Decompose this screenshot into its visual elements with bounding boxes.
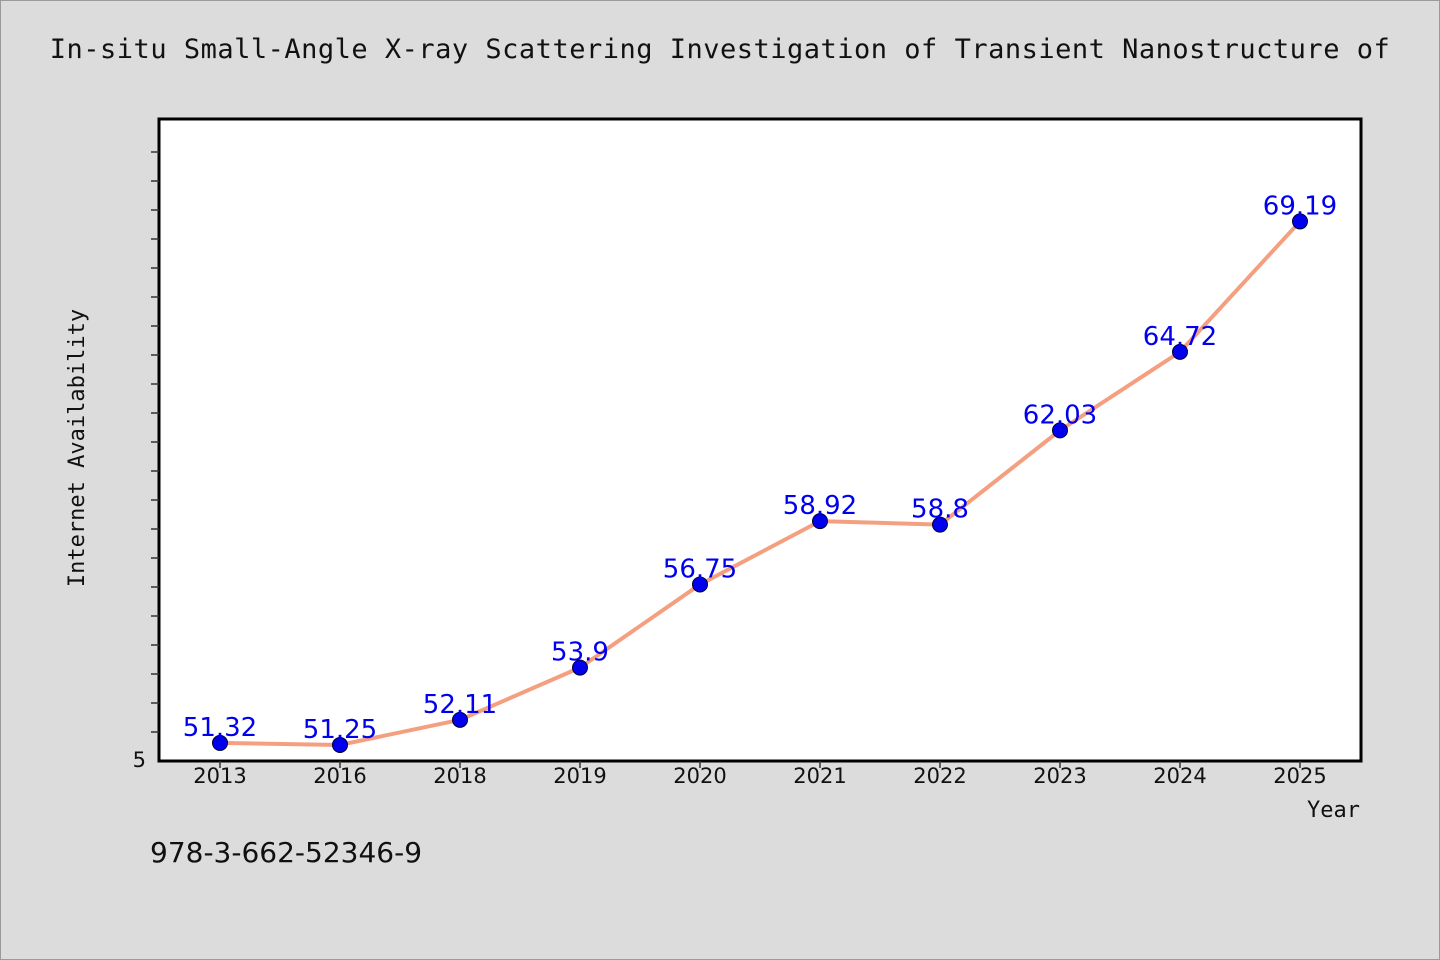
data-label: 52.11 <box>423 690 497 720</box>
data-point <box>212 734 228 751</box>
data-label: 58.8 <box>911 495 969 525</box>
x-tick-label: 2021 <box>793 764 846 788</box>
x-tick-label: 2025 <box>1273 764 1326 788</box>
series-markers <box>212 213 1308 753</box>
data-point <box>572 659 588 676</box>
x-tick-label: 2013 <box>193 764 246 788</box>
x-tick-label: 2016 <box>313 764 366 788</box>
data-point <box>1172 343 1188 360</box>
data-point <box>332 736 348 753</box>
data-label: 51.32 <box>183 713 257 743</box>
data-label: 64.72 <box>1143 322 1217 352</box>
data-label: 69.19 <box>1263 191 1337 221</box>
data-labels: 51.32 51.25 52.11 53.9 56.75 58.92 58.8 62.03 64… <box>183 191 1337 745</box>
y-axis-title: Internet Availability <box>65 309 90 587</box>
data-label: 58.92 <box>783 491 857 521</box>
y-axis-ticks <box>151 151 159 733</box>
x-axis-tick-labels: 2013 2016 2018 2019 2020 2021 2022 2023 2024 2025 <box>193 761 1327 788</box>
isbn-text: 978-3-662-52346-9 <box>150 836 423 869</box>
data-point <box>452 711 468 728</box>
data-point <box>1052 422 1068 439</box>
x-tick-label: 2019 <box>553 764 606 788</box>
x-tick-label: 2024 <box>1153 764 1206 788</box>
data-point <box>692 576 708 593</box>
x-tick-label: 2020 <box>673 764 726 788</box>
series-line <box>218 219 1302 747</box>
x-tick-label: 2018 <box>433 764 486 788</box>
chart-title: In-situ Small-Angle X-ray Scattering Inv… <box>49 34 1391 65</box>
y-tick-label: 5 <box>133 748 146 772</box>
data-point <box>812 513 828 530</box>
data-label: 62.03 <box>1023 400 1097 430</box>
x-axis-title: Year <box>1307 798 1360 823</box>
x-tick-label: 2023 <box>1033 764 1086 788</box>
data-label: 56.75 <box>663 554 737 584</box>
x-tick-label: 2022 <box>913 764 966 788</box>
data-label: 53.9 <box>551 638 609 668</box>
data-point <box>1292 213 1308 230</box>
data-label: 51.25 <box>303 715 377 745</box>
plot-area <box>157 117 1363 763</box>
data-point <box>932 516 948 533</box>
